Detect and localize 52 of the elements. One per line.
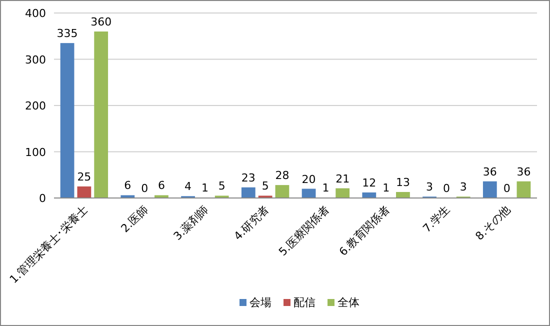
x-tick-label: 4.研究者 xyxy=(231,202,272,243)
data-label: 13 xyxy=(396,176,410,189)
y-tick-label: 100 xyxy=(25,146,46,159)
data-label: 25 xyxy=(77,170,92,184)
data-label: 12 xyxy=(362,176,376,190)
y-tick-label: 0 xyxy=(39,192,46,205)
data-label: 0 xyxy=(442,182,450,195)
bar xyxy=(482,181,497,198)
bar xyxy=(362,192,376,198)
legend-label: 会場 xyxy=(250,296,272,309)
data-label: 0 xyxy=(141,182,148,195)
x-tick-label: 5.医療関係者 xyxy=(276,202,332,258)
x-tick-label: 7.学生 xyxy=(420,202,453,236)
data-label: 1 xyxy=(382,182,390,195)
data-label: 3 xyxy=(460,180,467,194)
legend-label: 配信 xyxy=(294,296,316,309)
data-label: 6 xyxy=(124,179,132,192)
data-label: 36 xyxy=(516,165,531,178)
y-tick-label: 400 xyxy=(25,7,46,20)
data-label: 21 xyxy=(336,172,350,186)
bar xyxy=(60,43,74,198)
bar xyxy=(275,185,290,198)
y-tick-label: 300 xyxy=(25,53,46,66)
data-label: 28 xyxy=(275,169,290,182)
data-label: 36 xyxy=(482,165,497,178)
x-tick-label: 6.教育関係者 xyxy=(336,202,392,258)
data-label: 360 xyxy=(90,16,112,28)
data-label: 0 xyxy=(503,182,510,195)
data-label: 335 xyxy=(56,27,78,40)
bar xyxy=(241,187,256,198)
bar xyxy=(94,32,108,198)
data-label: 5 xyxy=(218,180,226,193)
x-tick-label: 2.医師 xyxy=(118,202,151,236)
x-tick-label: 8.その他 xyxy=(472,202,513,243)
x-tick-label: 1.管理栄養士･栄養士 xyxy=(7,202,90,286)
legend-label: 全体 xyxy=(338,296,360,309)
y-tick-label: 200 xyxy=(25,100,46,112)
data-label: 5 xyxy=(262,180,269,193)
bar xyxy=(396,192,410,198)
bar xyxy=(154,195,168,198)
data-label: 20 xyxy=(302,172,316,186)
bar xyxy=(120,195,135,198)
data-label: 4 xyxy=(184,180,192,194)
data-label: 1 xyxy=(322,182,330,195)
bar xyxy=(516,181,531,198)
bar xyxy=(336,188,350,198)
data-label: 6 xyxy=(158,179,165,192)
x-tick-label: 3.薬剤師 xyxy=(171,202,212,243)
data-label: 1 xyxy=(201,182,208,195)
data-label: 23 xyxy=(241,171,256,184)
bar xyxy=(77,186,92,198)
data-label: 3 xyxy=(426,180,434,194)
